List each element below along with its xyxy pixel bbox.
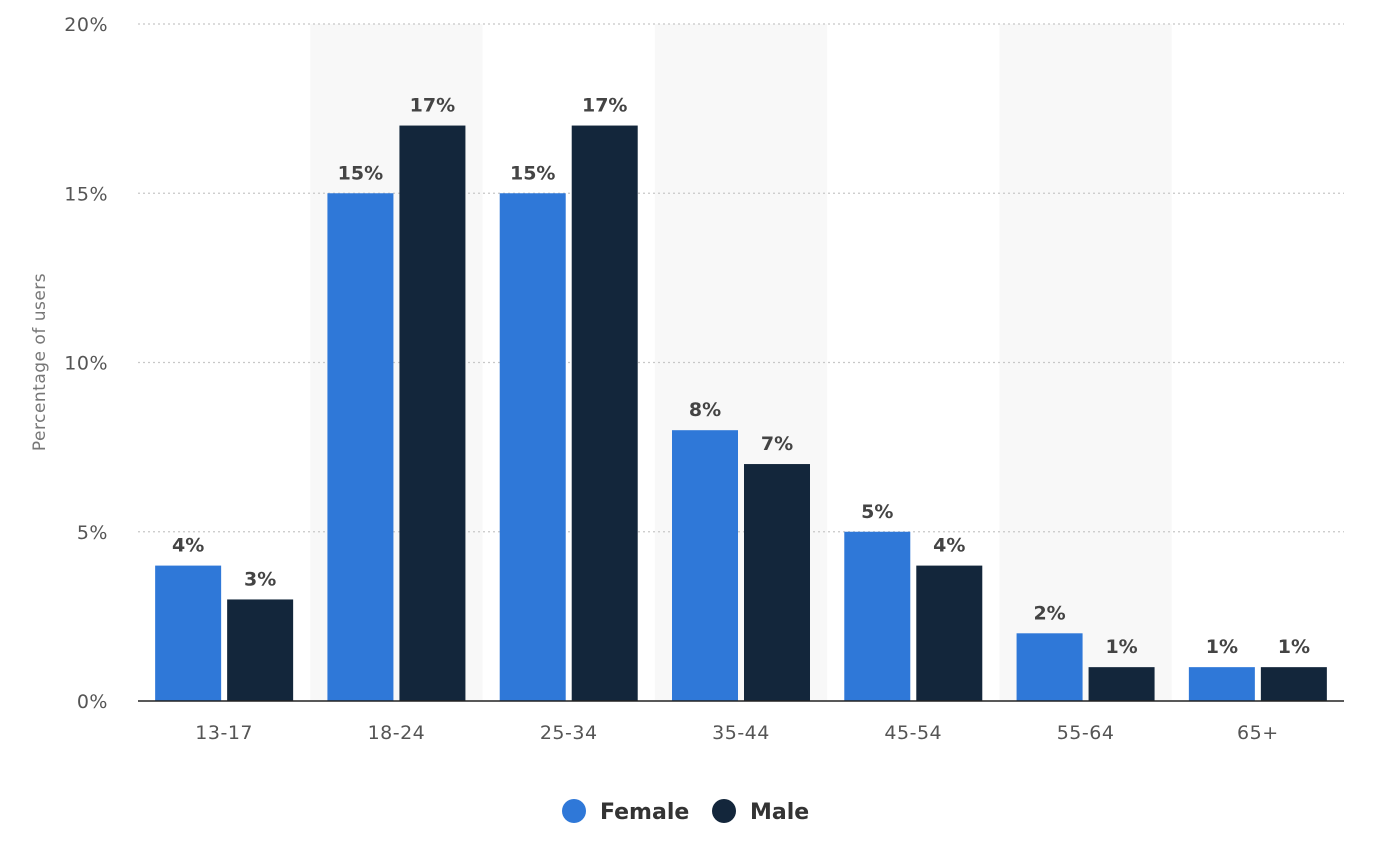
legend-label: Female: [600, 800, 689, 825]
legend-marker: [712, 799, 736, 823]
bars: [155, 125, 1327, 702]
y-tick-label: 15%: [64, 183, 108, 205]
y-axis-ticks: 0% 5% 10% 15% 20%: [64, 14, 108, 713]
bar-female-13-17[interactable]: [155, 565, 222, 701]
y-tick-label: 10%: [64, 353, 108, 375]
data-label: 2%: [1033, 602, 1065, 624]
x-tick-label: 18-24: [368, 722, 426, 744]
data-label: 15%: [510, 162, 555, 184]
x-tick-label: 25-34: [540, 722, 598, 744]
legend-item-male[interactable]: Male: [712, 799, 809, 825]
x-tick-label: 45-54: [884, 722, 942, 744]
x-axis-ticks: 13-17 18-24 25-34 35-44 45-54 55-64 65+: [195, 722, 1278, 744]
bar-female-65+[interactable]: [1188, 667, 1255, 701]
data-label: 4%: [933, 535, 965, 557]
bar-male-55-64[interactable]: [1088, 667, 1155, 701]
bar-male-45-54[interactable]: [916, 565, 983, 701]
bar-male-35-44[interactable]: [744, 464, 810, 701]
category-band: [999, 24, 1172, 701]
bar-female-18-24[interactable]: [327, 193, 394, 701]
data-label: 8%: [689, 399, 721, 421]
data-label: 7%: [761, 433, 793, 455]
bar-male-18-24[interactable]: [399, 125, 466, 702]
x-tick-label: 35-44: [712, 722, 770, 744]
bar-male-13-17[interactable]: [227, 599, 294, 701]
data-label: 1%: [1105, 636, 1137, 658]
bar-male-65+[interactable]: [1260, 667, 1327, 701]
bar-female-55-64[interactable]: [1016, 633, 1083, 701]
bar-male-25-34[interactable]: [571, 125, 638, 702]
bar-female-25-34[interactable]: [499, 193, 566, 701]
bar-female-35-44[interactable]: [672, 430, 738, 701]
legend-marker: [562, 799, 586, 823]
data-label: 4%: [172, 535, 204, 557]
data-label: 17%: [582, 95, 627, 117]
x-tick-label: 65+: [1237, 722, 1279, 744]
y-tick-label: 20%: [64, 14, 108, 36]
data-label: 5%: [861, 501, 893, 523]
y-axis-title: Percentage of users: [30, 273, 50, 451]
legend-item-female[interactable]: Female: [562, 799, 689, 825]
x-tick-label: 55-64: [1057, 722, 1115, 744]
bar-female-45-54[interactable]: [844, 531, 911, 701]
x-tick-label: 13-17: [195, 722, 253, 744]
data-label: 17%: [410, 95, 455, 117]
data-label: 1%: [1278, 636, 1310, 658]
y-tick-label: 0%: [77, 691, 108, 713]
data-label: 15%: [338, 162, 383, 184]
y-tick-label: 5%: [77, 522, 108, 544]
data-labels: 4% 3% 15% 17% 15% 17% 8% 7% 5% 4% 2% 1% 1% 1%: [172, 95, 1310, 659]
data-label: 3%: [244, 568, 276, 590]
legend[interactable]: Female Male: [562, 799, 809, 825]
data-label: 1%: [1206, 636, 1238, 658]
legend-label: Male: [750, 800, 809, 825]
